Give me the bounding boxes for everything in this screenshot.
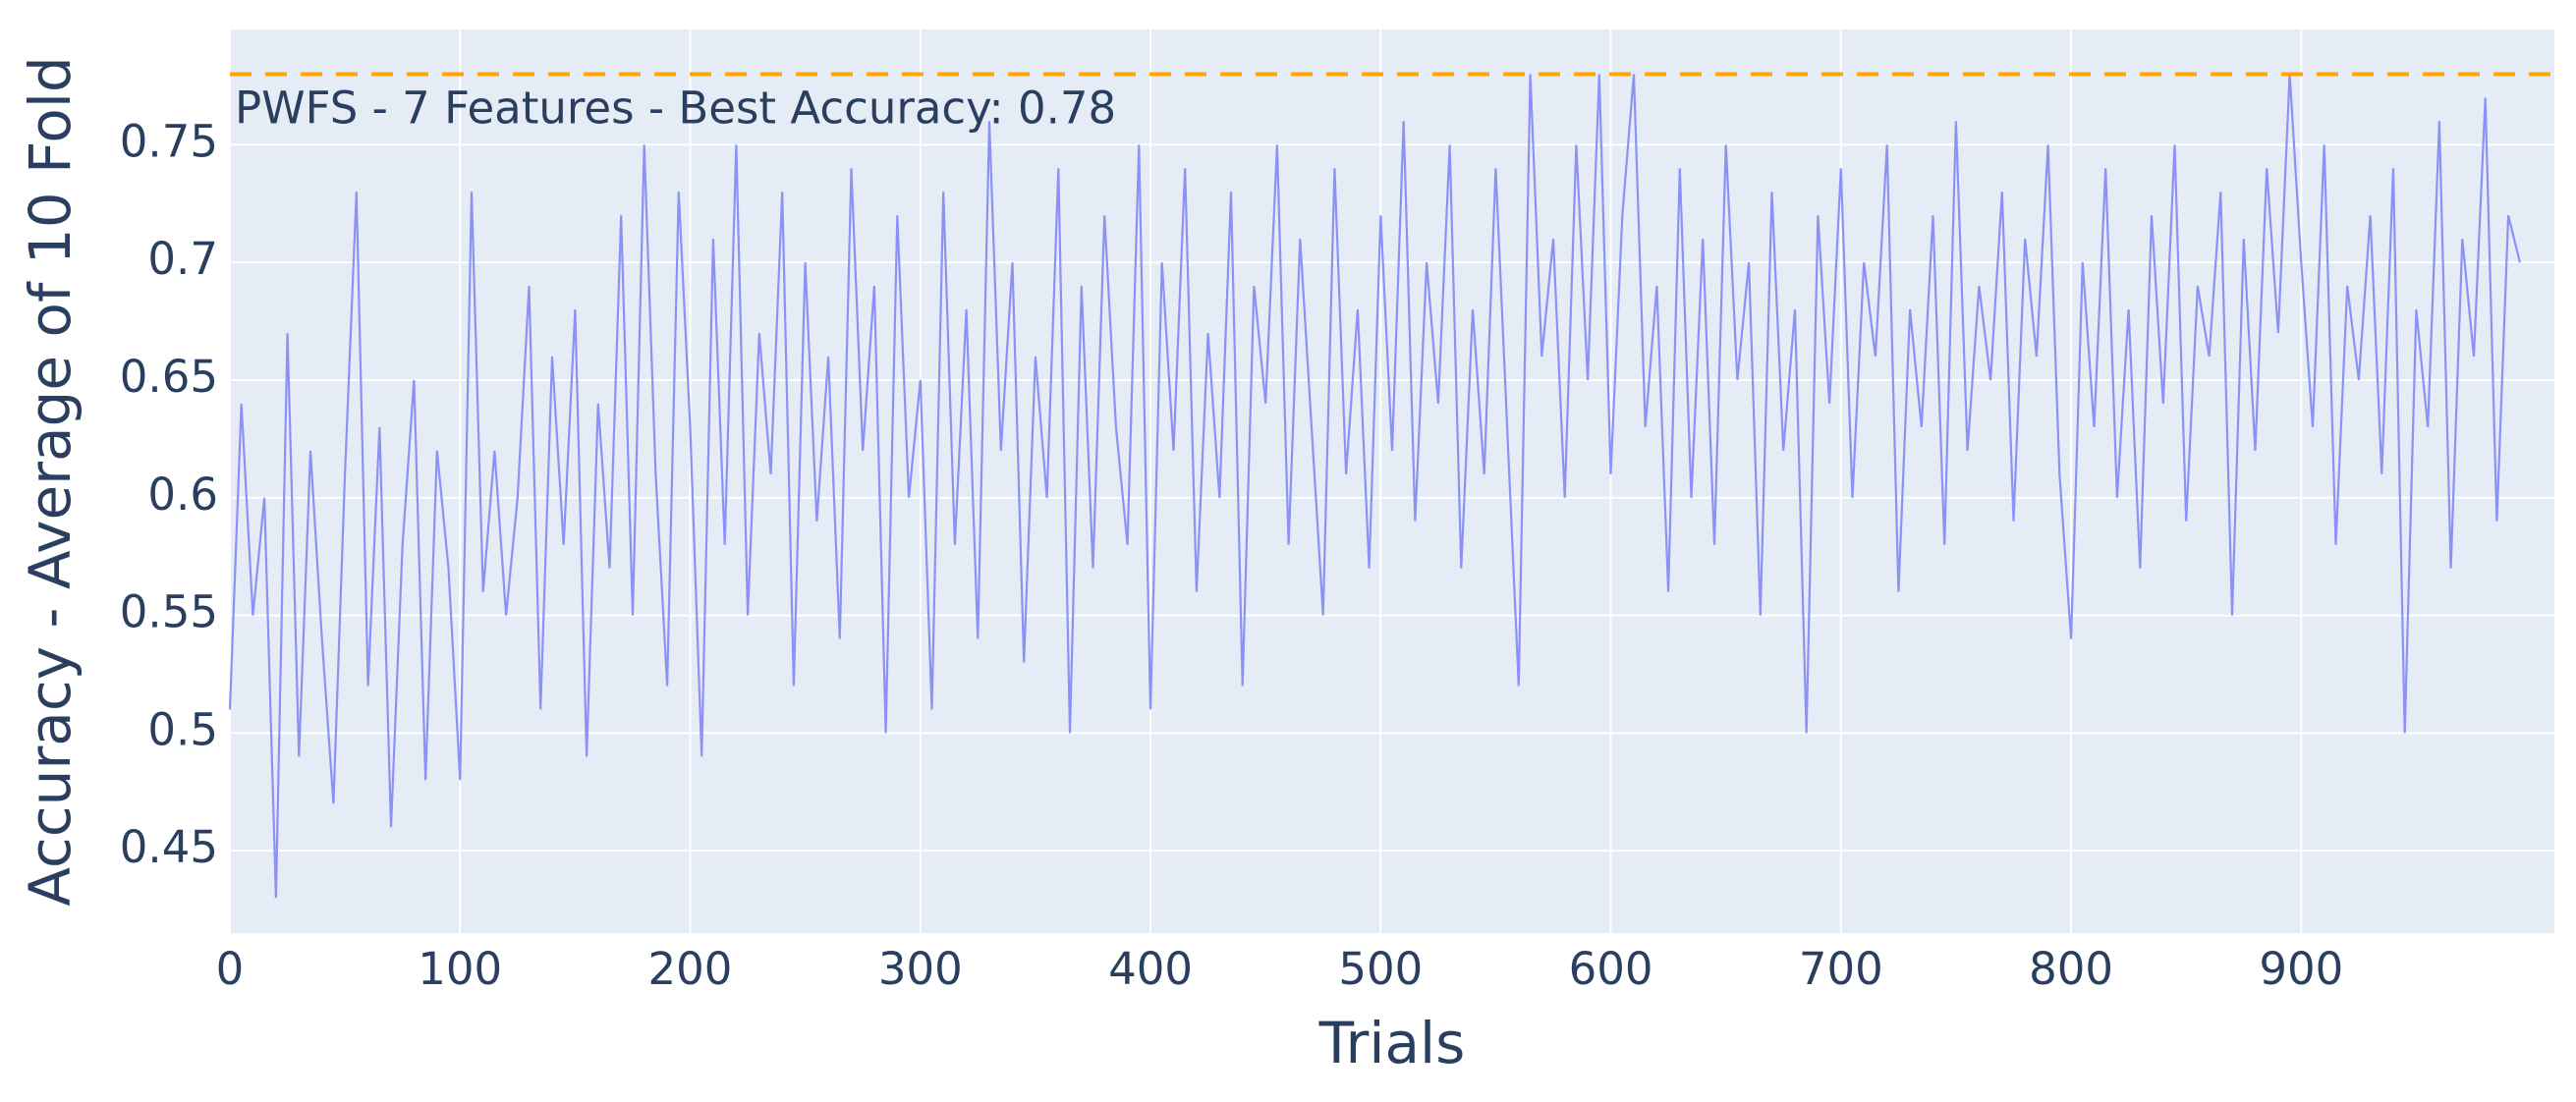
x-tick-label: 700 bbox=[1799, 943, 1883, 995]
data-line bbox=[228, 74, 2521, 899]
y-tick-label: 0.55 bbox=[120, 586, 218, 638]
y-tick-label: 0.65 bbox=[120, 351, 218, 403]
x-tick-label: 600 bbox=[1569, 943, 1653, 995]
x-tick-label: 400 bbox=[1108, 943, 1193, 995]
x-tick-label: 500 bbox=[1338, 943, 1423, 995]
plot-area bbox=[230, 29, 2554, 933]
x-tick-label: 800 bbox=[2029, 943, 2113, 995]
x-tick-label: 900 bbox=[2259, 943, 2343, 995]
y-axis-title: Accuracy - Average of 10 Fold bbox=[17, 56, 84, 907]
x-tick-label: 300 bbox=[878, 943, 963, 995]
y-tick-label: 0.75 bbox=[120, 115, 218, 167]
y-tick-label: 0.5 bbox=[147, 703, 218, 755]
y-tick-label: 0.45 bbox=[120, 821, 218, 873]
y-tick-label: 0.6 bbox=[147, 468, 218, 521]
x-axis-title: Trials bbox=[1318, 1010, 1466, 1076]
x-tick-label: 200 bbox=[648, 943, 733, 995]
y-tick-label: 0.7 bbox=[147, 233, 218, 285]
x-tick-label: 0 bbox=[216, 943, 245, 995]
annotation: PWFS - 7 Features - Best Accuracy: 0.78 bbox=[235, 83, 1116, 135]
x-tick-label: 100 bbox=[418, 943, 502, 995]
